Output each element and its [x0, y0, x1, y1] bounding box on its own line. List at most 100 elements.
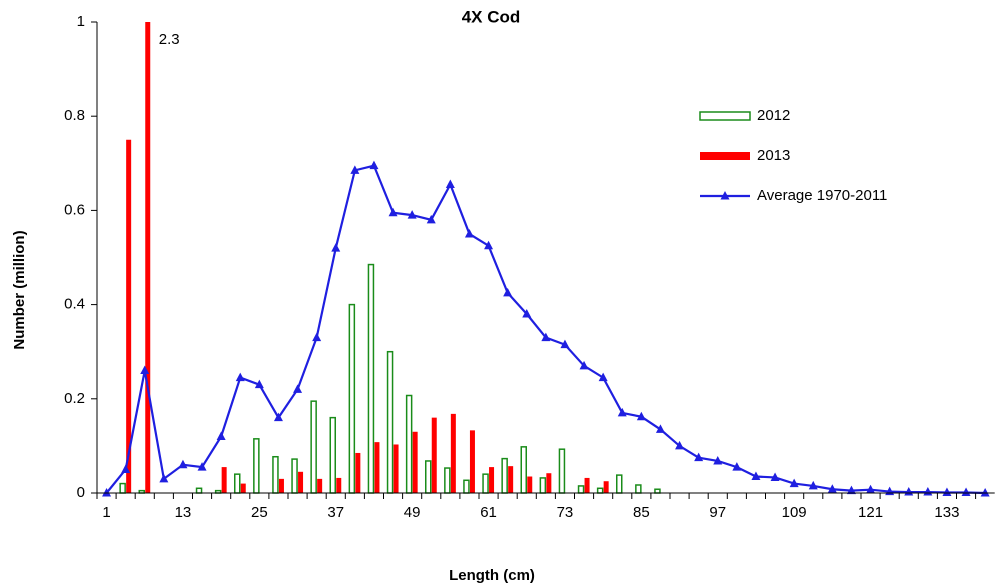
marker — [159, 473, 169, 483]
bar — [603, 481, 609, 493]
x-tick-label: 61 — [480, 504, 497, 521]
marker — [694, 452, 704, 462]
bar — [145, 22, 151, 494]
bar — [393, 444, 399, 493]
marker — [273, 412, 283, 422]
marker — [331, 243, 341, 252]
y-tick-label: 0 — [77, 484, 85, 501]
marker — [235, 372, 245, 382]
bar — [450, 413, 456, 493]
legend-swatch — [699, 111, 751, 121]
x-tick-label: 13 — [175, 504, 192, 521]
bar — [221, 467, 227, 493]
marker — [445, 179, 455, 188]
marker — [732, 462, 742, 471]
x-tick-label: 37 — [327, 504, 344, 521]
bar — [278, 478, 284, 493]
x-tick-label: 1 — [102, 504, 110, 521]
bar — [240, 483, 246, 493]
bar — [272, 455, 279, 494]
marker — [178, 459, 188, 469]
y-tick-label: 1 — [77, 13, 85, 30]
plot-area — [102, 22, 990, 497]
bar — [558, 448, 566, 494]
data-label: 2.3 — [159, 31, 180, 48]
y-tick-label: 0.4 — [64, 296, 85, 313]
bar — [119, 482, 126, 494]
bar — [329, 416, 336, 494]
bar — [508, 466, 514, 493]
bar — [463, 479, 470, 494]
bar — [355, 452, 361, 493]
marker — [827, 484, 837, 493]
bar — [431, 417, 437, 493]
marker — [942, 487, 952, 497]
marker — [636, 411, 646, 421]
x-tick-label: 49 — [404, 504, 421, 521]
marker — [617, 407, 627, 417]
marker — [961, 487, 971, 497]
bar — [469, 430, 475, 493]
marker — [102, 488, 112, 497]
x-tick-label: 121 — [858, 504, 883, 521]
bar — [298, 471, 304, 493]
marker — [216, 431, 226, 440]
bar — [291, 458, 298, 494]
bar — [444, 467, 451, 494]
bar — [336, 477, 342, 493]
bar — [374, 442, 380, 493]
bar — [501, 457, 508, 494]
bar — [546, 473, 552, 493]
line — [105, 164, 986, 495]
x-tick-label: 133 — [934, 504, 959, 521]
y-tick-label: 0.6 — [64, 201, 85, 218]
marker — [751, 471, 761, 481]
marker — [464, 228, 474, 238]
y-tick-label: 0.2 — [64, 390, 85, 407]
bar — [310, 400, 317, 494]
bar — [616, 474, 623, 494]
marker — [808, 480, 818, 490]
bar — [654, 488, 661, 494]
marker — [675, 440, 685, 450]
bar — [405, 394, 413, 494]
marker — [579, 360, 589, 370]
legend-label: 2013 — [757, 147, 790, 164]
bar — [195, 487, 203, 494]
marker — [197, 462, 207, 471]
marker — [770, 472, 780, 481]
bar — [527, 476, 533, 493]
marker — [866, 484, 876, 494]
bar — [317, 478, 323, 493]
x-tick-label: 25 — [251, 504, 268, 521]
bar — [584, 477, 590, 493]
y-tick-label: 0.8 — [64, 107, 85, 124]
marker — [560, 339, 570, 349]
marker — [484, 240, 494, 250]
marker — [541, 332, 551, 342]
marker — [713, 455, 723, 465]
marker — [789, 478, 799, 488]
bar — [539, 477, 547, 494]
bar — [367, 263, 375, 494]
marker — [254, 379, 264, 389]
marker — [407, 210, 417, 219]
bar — [635, 484, 642, 494]
bar — [234, 473, 241, 494]
x-axis-title: Length (cm) — [449, 567, 535, 584]
bar — [386, 350, 394, 494]
marker — [350, 165, 360, 174]
x-tick-label: 109 — [782, 504, 807, 521]
bar — [425, 460, 432, 494]
legend-marker — [720, 191, 730, 200]
bar — [348, 303, 356, 494]
bar — [126, 139, 132, 493]
marker — [369, 160, 379, 170]
marker — [312, 332, 322, 342]
x-tick-label: 97 — [709, 504, 726, 521]
marker — [655, 424, 665, 433]
marker — [426, 214, 436, 224]
marker — [121, 464, 131, 473]
marker — [388, 207, 398, 217]
marker — [503, 287, 513, 297]
